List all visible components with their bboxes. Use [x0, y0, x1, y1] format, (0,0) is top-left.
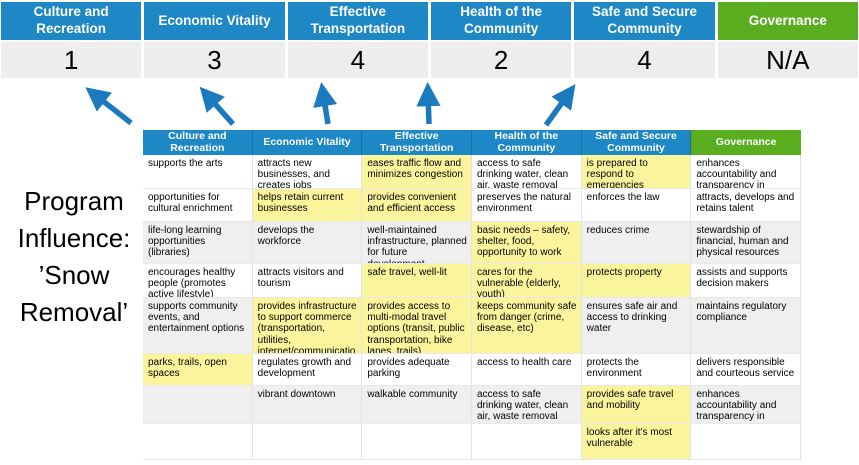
priority-score-governance: N/A: [717, 42, 858, 78]
matrix-cell-r4-c3: safe travel, well-lit: [362, 264, 472, 298]
up-arrow-culture: [85, 87, 133, 126]
priority-score-safe-and-secure-community: 4: [574, 42, 715, 78]
priority-header-health-of-the-community: Health of the Community: [430, 2, 572, 40]
matrix-cell-r6-c1: parks, trails, open spaces: [143, 354, 253, 386]
matrix-cell-r6-c6: delivers responsible and courteous servi…: [691, 354, 801, 386]
matrix-cell-r7-c6: enhances accountability and transparency…: [691, 386, 801, 424]
matrix-cell-r3-c4: basic needs – safety, shelter, food, opp…: [471, 222, 582, 264]
matrix-cell-r1-c5: is prepared to respond to emergencies: [581, 155, 692, 189]
matrix-cell-r6-c2: regulates growth and development: [252, 354, 363, 386]
matrix-cell-r2-c6: attracts, develops and retains talent: [691, 189, 801, 222]
up-arrow-economic: [199, 86, 236, 126]
matrix-cell-r7-c1: [143, 386, 253, 424]
matrix-cell-r6-c4: access to health care: [471, 354, 582, 386]
matrix-cell-r8-c6: [691, 424, 801, 460]
priority-banner: Culture and Recreation Economic Vitality E…: [1, 2, 858, 78]
matrix-cell-r2-c3: provides convenient and efficient access: [362, 189, 472, 222]
matrix-cell-r7-c4: access to safe drinking water, clean air…: [471, 386, 582, 424]
matrix-cell-r3-c1: life-long learning opportunities (librar…: [143, 222, 253, 264]
matrix-cell-r2-c2: helps retain current businesses: [252, 189, 363, 222]
up-arrow-safe: [543, 84, 576, 127]
matrix-cell-r2-c4: preserves the natural environment: [471, 189, 582, 222]
matrix-cell-r1-c2: attracts new businesses, and creates job…: [252, 155, 363, 189]
matrix-cell-r7-c3: walkable community: [362, 386, 472, 424]
matrix-header-effective-transportation: Effective Transportation: [362, 130, 472, 155]
matrix-cell-r4-c1: encourages healthy people (promotes acti…: [143, 264, 253, 298]
priority-header-governance: Governance: [717, 2, 858, 40]
priority-score-culture-and-recreation: 1: [1, 42, 142, 78]
priority-header-economic-vitality: Economic Vitality: [144, 2, 285, 40]
influence-matrix: Culture and Recreation Economic Vitality E…: [143, 130, 801, 460]
program-influence-label: Program Influence: ’Snow Removal’: [17, 186, 131, 327]
matrix-cell-r1-c1: supports the arts: [143, 155, 253, 189]
matrix-cell-r1-c3: eases traffic flow and minimizes congest…: [362, 155, 472, 189]
matrix-cell-r8-c5: looks after it's most vulnerable: [581, 424, 692, 460]
matrix-header-health-of-the-community: Health of the Community: [471, 130, 582, 155]
matrix-cell-r6-c5: protects the environment: [581, 354, 692, 386]
priority-score-effective-transportation: 4: [287, 42, 428, 78]
priority-score-health-of-the-community: 2: [430, 42, 572, 78]
matrix-cell-r8-c3: [362, 424, 472, 460]
matrix-cell-r2-c1: opportunities for cultural enrichment: [143, 189, 253, 222]
up-arrow-transportation: [313, 82, 338, 125]
matrix-cell-r7-c2: vibrant downtown: [252, 386, 363, 424]
matrix-cell-r8-c4: [471, 424, 582, 460]
matrix-cell-r3-c6: stewardship of financial, human and phys…: [691, 222, 801, 264]
matrix-cell-r5-c1: supports community events, and entertain…: [143, 298, 253, 354]
matrix-header-governance: Governance: [691, 130, 801, 155]
matrix-cell-r5-c4: keeps community safe from danger (crime,…: [471, 298, 582, 354]
matrix-cell-r3-c3: well-maintained infrastructure, planned …: [362, 222, 472, 264]
matrix-cell-r7-c5: provides safe travel and mobility: [581, 386, 692, 424]
matrix-header-culture-and-recreation: Culture and Recreation: [143, 130, 253, 155]
matrix-cell-r5-c2: provides infrastructure to support comme…: [252, 298, 363, 354]
priority-header-culture-and-recreation: Culture and Recreation: [1, 2, 142, 40]
matrix-cell-r4-c4: cares for the vulnerable (elderly, youth…: [471, 264, 582, 298]
up-arrow-health: [416, 82, 441, 125]
matrix-cell-r5-c3: provides access to multi-modal travel op…: [362, 298, 472, 354]
matrix-cell-r1-c6: enhances accountability and transparency…: [691, 155, 801, 189]
matrix-cell-r8-c1: [143, 424, 253, 460]
matrix-cell-r4-c5: protects property: [581, 264, 692, 298]
priority-score-economic-vitality: 3: [144, 42, 285, 78]
matrix-cell-r8-c2: [252, 424, 363, 460]
matrix-cell-r5-c5: ensures safe air and access to drinking …: [581, 298, 692, 354]
matrix-cell-r4-c2: attracts visitors and tourism: [252, 264, 363, 298]
matrix-cell-r6-c3: provides adequate parking: [362, 354, 472, 386]
matrix-header-safe-and-secure-community: Safe and Secure Community: [581, 130, 692, 155]
matrix-cell-r3-c2: develops the workforce: [252, 222, 363, 264]
matrix-cell-r1-c4: access to safe drinking water, clean air…: [471, 155, 582, 189]
matrix-cell-r5-c6: maintains regulatory compliance: [691, 298, 801, 354]
matrix-cell-r2-c5: enforces the law: [581, 189, 692, 222]
matrix-cell-r4-c6: assists and supports decision makers: [691, 264, 801, 298]
matrix-header-economic-vitality: Economic Vitality: [252, 130, 363, 155]
priority-header-safe-and-secure-community: Safe and Secure Community: [574, 2, 715, 40]
matrix-cell-r3-c5: reduces crime: [581, 222, 692, 264]
priority-header-effective-transportation: Effective Transportation: [287, 2, 428, 40]
